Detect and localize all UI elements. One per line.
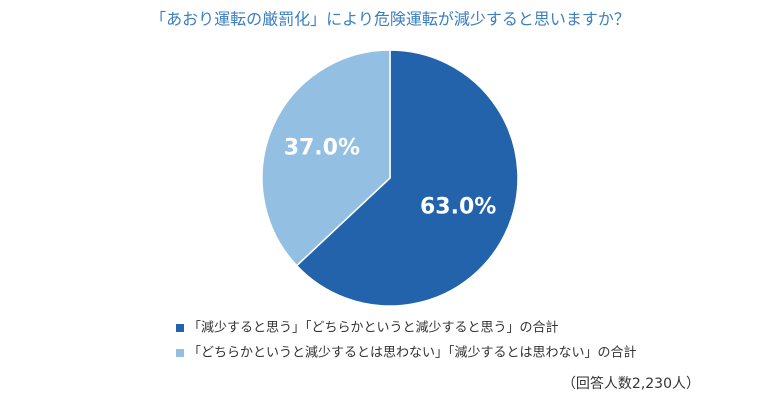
legend-label: 「減少すると思う」「どちらかというと減少すると思う」の合計 (188, 320, 559, 336)
data-label: 37.0% (284, 136, 360, 161)
pie-slice (261, 49, 391, 267)
chart-title: 「あおり運転の厳罰化」により危険運転が減少すると思いますか？ (150, 10, 630, 29)
data-label: 63.0% (420, 194, 496, 219)
legend-swatch (176, 349, 184, 357)
legend-label: 「どちらかというと減少するとは思わない」「減少するとは思わない」の合計 (188, 345, 637, 361)
note: （回答人数2,230人） (562, 375, 700, 392)
pie-slice (295, 49, 519, 307)
legend-swatch (176, 324, 184, 332)
